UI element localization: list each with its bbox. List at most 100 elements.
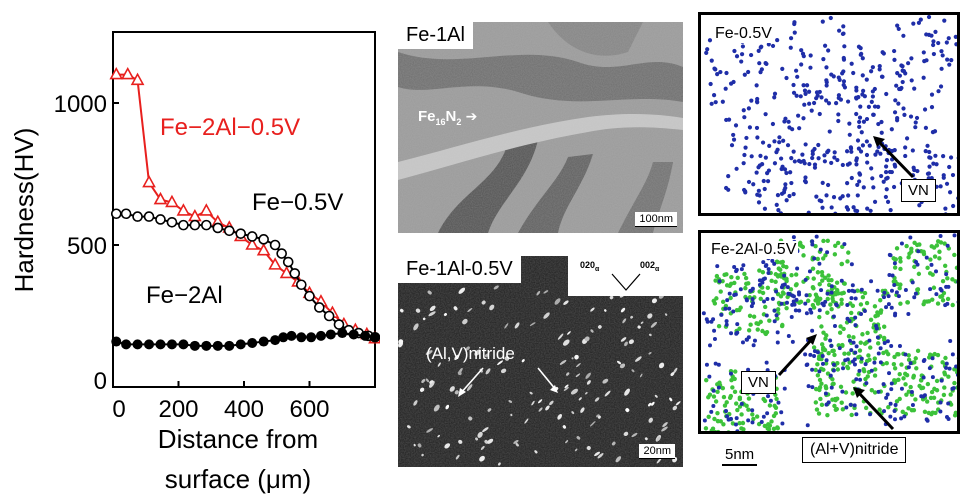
vn-atom <box>784 300 789 305</box>
vn-atom <box>874 326 879 331</box>
vn-atom <box>824 402 829 407</box>
vn-atom <box>779 410 784 415</box>
vn-atom <box>754 125 760 131</box>
precipitate <box>425 378 430 383</box>
vn-atom <box>812 162 818 167</box>
vn-atom <box>816 156 821 161</box>
precipitate <box>625 408 630 413</box>
vn-atom <box>820 354 825 359</box>
vn-atom <box>788 36 794 41</box>
vn-atom <box>853 315 858 320</box>
data-point-2 <box>212 340 223 351</box>
y-tick-label: 0 <box>94 368 107 395</box>
precipitate <box>631 369 635 373</box>
vn-atom <box>711 388 716 393</box>
vn-atom <box>902 414 907 419</box>
nitride-atom <box>934 378 940 384</box>
x-tick-label: 0 <box>112 396 125 423</box>
vn-atom <box>861 119 867 124</box>
vn-atom <box>866 104 872 109</box>
precipitate <box>647 313 653 319</box>
vn-atom <box>882 409 887 414</box>
data-point-1 <box>223 225 235 237</box>
precipitate <box>622 318 627 324</box>
vn-atom <box>731 132 736 138</box>
vn-atom <box>908 114 914 119</box>
nitride-atom <box>931 395 937 401</box>
legend-fe2al: Fe−2Al <box>146 282 223 309</box>
precipitate <box>585 372 591 379</box>
vn-atom <box>784 75 789 81</box>
precipitate <box>619 363 626 369</box>
tem-micrograph-fe1al <box>398 22 683 233</box>
vn-atom <box>922 107 928 112</box>
vn-atom <box>883 194 888 200</box>
vn-atom <box>930 375 935 380</box>
vn-atom <box>805 362 810 367</box>
nitride-atom <box>834 406 839 412</box>
vn-atom <box>838 196 843 201</box>
nitride-atom <box>776 266 781 271</box>
vn-atom <box>733 123 739 128</box>
vn-atom <box>839 278 844 283</box>
vn-atom <box>933 153 938 158</box>
nitride-atom <box>860 332 865 337</box>
nitride-atom <box>742 271 747 277</box>
vn-atom <box>811 100 817 106</box>
vn-atom <box>828 373 833 378</box>
vn-atom <box>936 89 941 94</box>
precipitate <box>493 285 499 290</box>
hardness-chart: 0 200 400 600 0 500 1000 Hardness(HV) Distance… <box>9 31 380 494</box>
nitride-atom <box>707 392 713 397</box>
vn-atom <box>724 117 729 123</box>
precipitate <box>630 315 634 319</box>
vn-atom <box>760 280 765 285</box>
vn-atom <box>895 71 900 76</box>
precipitate <box>429 380 435 388</box>
vn-atom <box>846 288 851 293</box>
nitride-atom <box>875 310 880 315</box>
vn-atom <box>763 263 768 268</box>
data-point-2 <box>121 339 132 350</box>
vn-atom <box>759 67 764 72</box>
vn-atom <box>744 135 749 141</box>
nitride-atom <box>744 403 749 408</box>
nitride-atom <box>789 272 794 278</box>
vn-atom <box>711 317 716 322</box>
vn-atom <box>713 361 718 366</box>
vn-atom <box>857 115 863 120</box>
nitride-atom <box>821 238 826 244</box>
vn-atom <box>857 124 862 129</box>
diffraction-label-020: 020α <box>580 260 599 273</box>
nitride-atom <box>832 252 838 257</box>
vn-atom <box>794 68 799 73</box>
nitride-atom <box>769 419 774 424</box>
nitride-atom <box>862 368 867 374</box>
vn-atom <box>746 418 751 423</box>
vn-atom <box>927 366 932 371</box>
nitride-atom <box>953 279 957 284</box>
vn-atom <box>783 185 788 191</box>
precipitate <box>477 431 483 438</box>
vn-atom <box>765 411 770 416</box>
precipitate <box>650 321 658 328</box>
vn-atom <box>944 40 949 45</box>
vn-atom <box>779 301 784 306</box>
diff-002-sub: α <box>655 265 660 273</box>
nitride-atom <box>810 266 816 271</box>
nitride-atom <box>732 376 737 382</box>
vn-atom <box>815 93 820 98</box>
nitride-atom <box>781 263 786 269</box>
nitride-atom <box>892 366 898 371</box>
x-tick-label: 200 <box>158 396 198 423</box>
precipitate <box>620 307 626 313</box>
vn-atom <box>931 51 936 57</box>
nitride-atom <box>817 354 822 359</box>
vn-atom <box>765 171 770 176</box>
vn-atom <box>945 243 950 248</box>
vn-atom <box>761 260 766 265</box>
nitride-atom <box>842 281 847 286</box>
vn-atom <box>928 287 933 292</box>
vn-atom <box>734 166 739 171</box>
precipitate <box>500 368 507 374</box>
